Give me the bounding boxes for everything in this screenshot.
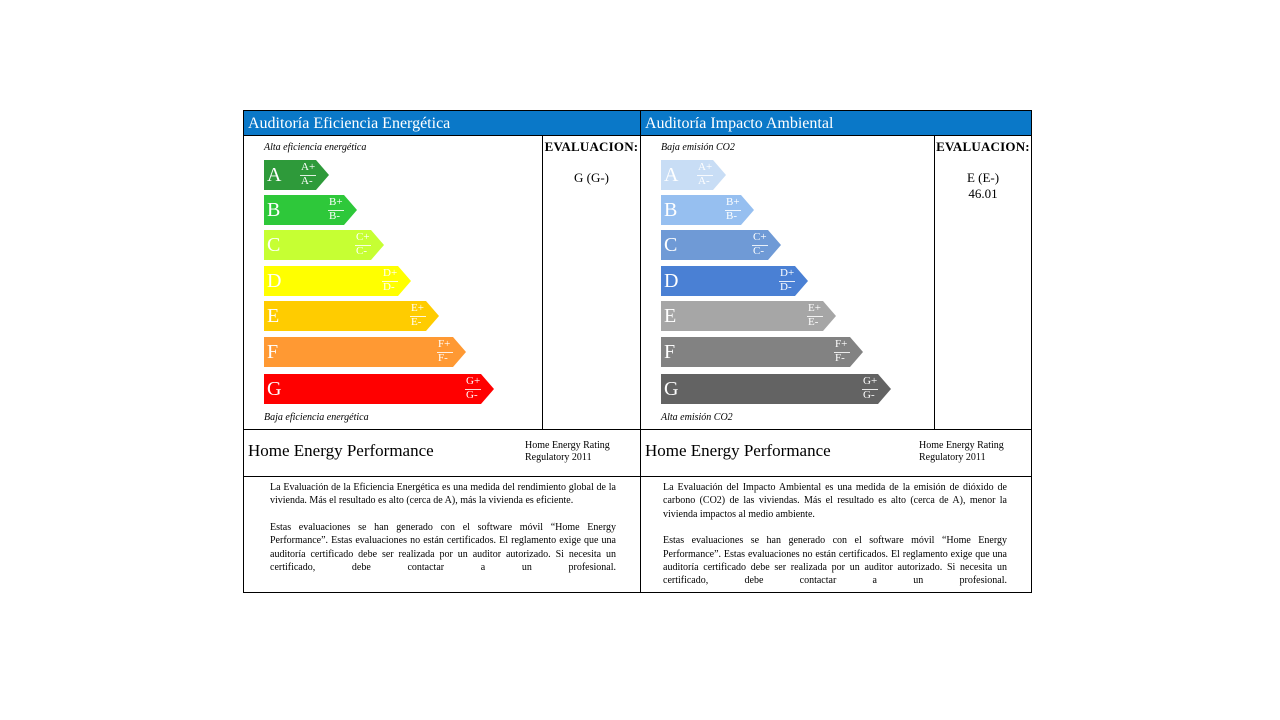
energy-eval-value: G (G-) [573, 170, 609, 185]
energy-description-p1: La Evaluación de la Eficiencia Energétic… [270, 482, 616, 507]
band-minus-label: B- [726, 210, 737, 222]
band-plus-label: D+ [383, 267, 398, 279]
band-letter: D [664, 270, 679, 292]
band-minus-label: D- [383, 281, 395, 293]
band-letter: A [267, 164, 282, 186]
environment-evaluation: EVALUACION: E (E-) 46.01 [935, 136, 1031, 429]
environment-band-b: B B+ B- [661, 195, 754, 225]
energy-band-d: D D+ D- [264, 266, 411, 296]
band-letter: C [664, 234, 678, 256]
environment-eval-title: EVALUACION: [936, 139, 1030, 154]
band-minus-label: E- [808, 316, 819, 328]
energy-rating-scale: Alta eficiencia energética A A+ A- B B+ B- C C+… [244, 136, 543, 429]
energy-rating-line2: Regulatory 2011 [525, 452, 592, 463]
band-plus-label: B+ [329, 196, 343, 208]
energy-description: La Evaluación de la Eficiencia Energétic… [244, 477, 640, 574]
band-letter: A [664, 164, 679, 186]
band-minus-label: F- [835, 352, 845, 364]
energy-description-p2: Estas evaluaciones se han generado con e… [270, 521, 616, 574]
energy-scale-top-label: Alta eficiencia energética [264, 142, 367, 153]
energy-panel-title: Auditoría Eficiencia Energética [244, 111, 640, 136]
energy-band-c: C C+ C- [264, 230, 384, 260]
energy-efficiency-panel: Auditoría Eficiencia Energética Alta efi… [244, 111, 640, 592]
energy-eval-title: EVALUACION: [544, 139, 639, 154]
energy-band-f: F F+ F- [264, 337, 466, 367]
band-plus-label: F+ [835, 338, 848, 350]
band-plus-label: G+ [863, 375, 878, 387]
band-letter: B [664, 199, 678, 221]
energy-rating-line1: Home Energy Rating [525, 440, 610, 451]
band-letter: E [664, 305, 677, 327]
energy-rating-regulation: Home Energy Rating Regulatory 2011 [525, 440, 610, 464]
band-plus-label: B+ [726, 196, 740, 208]
environment-scale-bottom-label: Alta emisión CO2 [661, 412, 733, 423]
band-plus-label: E+ [808, 302, 821, 314]
band-plus-label: A+ [698, 161, 713, 173]
environment-band-e: E E+ E- [661, 301, 836, 331]
band-minus-label: B- [329, 210, 340, 222]
environment-band-g: G G+ G- [661, 374, 891, 404]
environment-rating-line2: Regulatory 2011 [919, 452, 986, 463]
environment-rating-line1: Home Energy Rating [919, 440, 1004, 451]
band-letter: G [267, 378, 282, 400]
band-plus-label: F+ [438, 338, 451, 350]
environment-rating-regulation: Home Energy Rating Regulatory 2011 [919, 440, 1004, 464]
environment-band-a: A A+ A- [661, 160, 726, 190]
energy-band-b: B B+ B- [264, 195, 357, 225]
energy-scale-bottom-label: Baja eficiencia energética [264, 412, 369, 423]
energy-evaluation: EVALUACION: G (G-) [543, 136, 640, 429]
energy-brand-row: Home Energy Performance Home Energy Rati… [244, 430, 640, 477]
band-minus-label: A- [698, 175, 710, 187]
energy-band-g: G G+ G- [264, 374, 494, 404]
environment-eval-value: E (E-) [966, 170, 1000, 185]
band-minus-label: D- [780, 281, 792, 293]
band-minus-label: C- [753, 245, 764, 257]
environment-brand-name: Home Energy Performance [645, 441, 831, 460]
environment-rating-scale: Baja emisión CO2 A A+ A- B B+ B- C C+ C- D D+ D- E E+… [641, 136, 935, 429]
environment-description-p1: La Evaluación del Impacto Ambiental es u… [663, 482, 1007, 520]
band-letter: G [664, 378, 679, 400]
environment-brand-row: Home Energy Performance Home Energy Rati… [641, 430, 1031, 477]
band-plus-label: C+ [356, 231, 370, 243]
band-minus-label: G- [466, 389, 478, 401]
energy-band-a: A A+ A- [264, 160, 329, 190]
environment-description-p2: Estas evaluaciones se han generado con e… [663, 535, 1007, 587]
band-plus-label: D+ [780, 267, 795, 279]
environment-panel-title: Auditoría Impacto Ambiental [641, 111, 1031, 136]
band-letter: F [267, 341, 279, 363]
energy-brand-name: Home Energy Performance [248, 441, 434, 460]
environment-description: La Evaluación del Impacto Ambiental es u… [641, 477, 1031, 588]
band-minus-label: F- [438, 352, 448, 364]
environment-band-f: F F+ F- [661, 337, 863, 367]
band-letter: E [267, 305, 280, 327]
environment-scale-top-label: Baja emisión CO2 [661, 142, 735, 153]
band-letter: B [267, 199, 281, 221]
environmental-impact-panel: Auditoría Impacto Ambiental Baja emisión… [640, 111, 1031, 592]
band-plus-label: G+ [466, 375, 481, 387]
environment-band-d: D D+ D- [661, 266, 808, 296]
band-letter: F [664, 341, 676, 363]
band-letter: D [267, 270, 282, 292]
band-minus-label: A- [301, 175, 313, 187]
band-minus-label: C- [356, 245, 367, 257]
band-minus-label: E- [411, 316, 422, 328]
environment-eval-extra: 46.01 [968, 186, 998, 201]
band-plus-label: C+ [753, 231, 767, 243]
environment-band-c: C C+ C- [661, 230, 781, 260]
band-letter: C [267, 234, 281, 256]
band-plus-label: A+ [301, 161, 316, 173]
energy-band-e: E E+ E- [264, 301, 439, 331]
band-minus-label: G- [863, 389, 875, 401]
band-plus-label: E+ [411, 302, 424, 314]
energy-certificate: Auditoría Eficiencia Energética Alta efi… [243, 110, 1032, 593]
